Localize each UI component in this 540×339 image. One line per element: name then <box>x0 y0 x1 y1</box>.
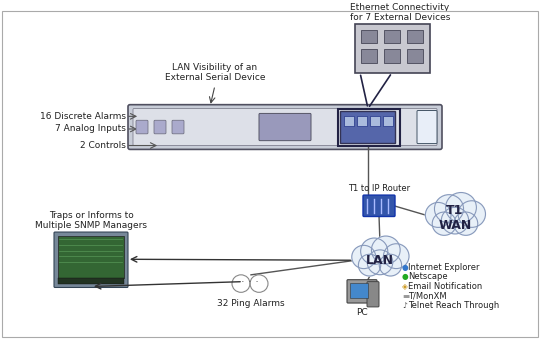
FancyBboxPatch shape <box>136 120 148 134</box>
FancyBboxPatch shape <box>363 195 395 217</box>
FancyBboxPatch shape <box>54 232 128 287</box>
FancyBboxPatch shape <box>407 49 423 63</box>
FancyBboxPatch shape <box>407 30 423 43</box>
Text: 32 Ping Alarms: 32 Ping Alarms <box>217 299 285 308</box>
Text: ♪: ♪ <box>402 301 407 311</box>
Circle shape <box>352 245 376 268</box>
Circle shape <box>446 193 476 222</box>
Circle shape <box>367 250 393 275</box>
Text: T1 to IP Router: T1 to IP Router <box>348 184 410 193</box>
FancyBboxPatch shape <box>361 30 377 43</box>
Text: ◈: ◈ <box>402 282 408 291</box>
Text: T/MonXM: T/MonXM <box>408 292 447 301</box>
FancyBboxPatch shape <box>128 105 442 149</box>
FancyBboxPatch shape <box>383 116 393 126</box>
FancyBboxPatch shape <box>384 49 400 63</box>
FancyBboxPatch shape <box>58 278 124 284</box>
Circle shape <box>372 236 400 264</box>
FancyBboxPatch shape <box>355 24 430 73</box>
FancyBboxPatch shape <box>384 30 400 43</box>
FancyBboxPatch shape <box>367 282 379 307</box>
FancyBboxPatch shape <box>344 116 354 126</box>
Text: · · ·: · · · <box>241 277 259 287</box>
Text: Internet Explorer: Internet Explorer <box>408 262 480 272</box>
Text: ●: ● <box>402 272 409 281</box>
FancyBboxPatch shape <box>154 120 166 134</box>
FancyBboxPatch shape <box>350 283 368 298</box>
Text: Traps or Informs to
Multiple SNMP Managers: Traps or Informs to Multiple SNMP Manage… <box>35 211 147 230</box>
Text: Netscape: Netscape <box>408 272 448 281</box>
Circle shape <box>359 254 381 276</box>
Circle shape <box>441 207 469 234</box>
Text: T1
WAN: T1 WAN <box>438 204 471 233</box>
Circle shape <box>379 254 402 276</box>
FancyBboxPatch shape <box>347 280 377 303</box>
Circle shape <box>435 195 463 223</box>
Text: Ethernet Connectivity
for 7 External Devices: Ethernet Connectivity for 7 External Dev… <box>350 3 450 22</box>
FancyBboxPatch shape <box>361 49 377 63</box>
FancyBboxPatch shape <box>133 108 437 145</box>
FancyBboxPatch shape <box>357 116 367 126</box>
Text: ▬: ▬ <box>402 292 409 301</box>
FancyBboxPatch shape <box>417 111 437 144</box>
Text: Telnet Reach Through: Telnet Reach Through <box>408 301 500 311</box>
Text: Email Notification: Email Notification <box>408 282 482 291</box>
FancyBboxPatch shape <box>58 236 124 278</box>
Text: LAN: LAN <box>366 254 394 267</box>
Circle shape <box>383 244 409 268</box>
Text: PC: PC <box>356 308 368 317</box>
Circle shape <box>454 212 478 235</box>
Text: ●: ● <box>402 262 409 272</box>
Circle shape <box>426 202 451 227</box>
Text: 7 Analog Inputs: 7 Analog Inputs <box>55 124 126 134</box>
Text: 16 Discrete Alarms: 16 Discrete Alarms <box>40 112 126 121</box>
Circle shape <box>361 238 388 264</box>
FancyBboxPatch shape <box>370 116 380 126</box>
FancyBboxPatch shape <box>340 112 395 143</box>
Circle shape <box>458 201 485 227</box>
Circle shape <box>432 212 456 235</box>
FancyBboxPatch shape <box>172 120 184 134</box>
Text: 2 Controls: 2 Controls <box>80 141 126 150</box>
Text: LAN Visibility of an
External Serial Device: LAN Visibility of an External Serial Dev… <box>165 63 265 82</box>
FancyBboxPatch shape <box>259 114 311 141</box>
